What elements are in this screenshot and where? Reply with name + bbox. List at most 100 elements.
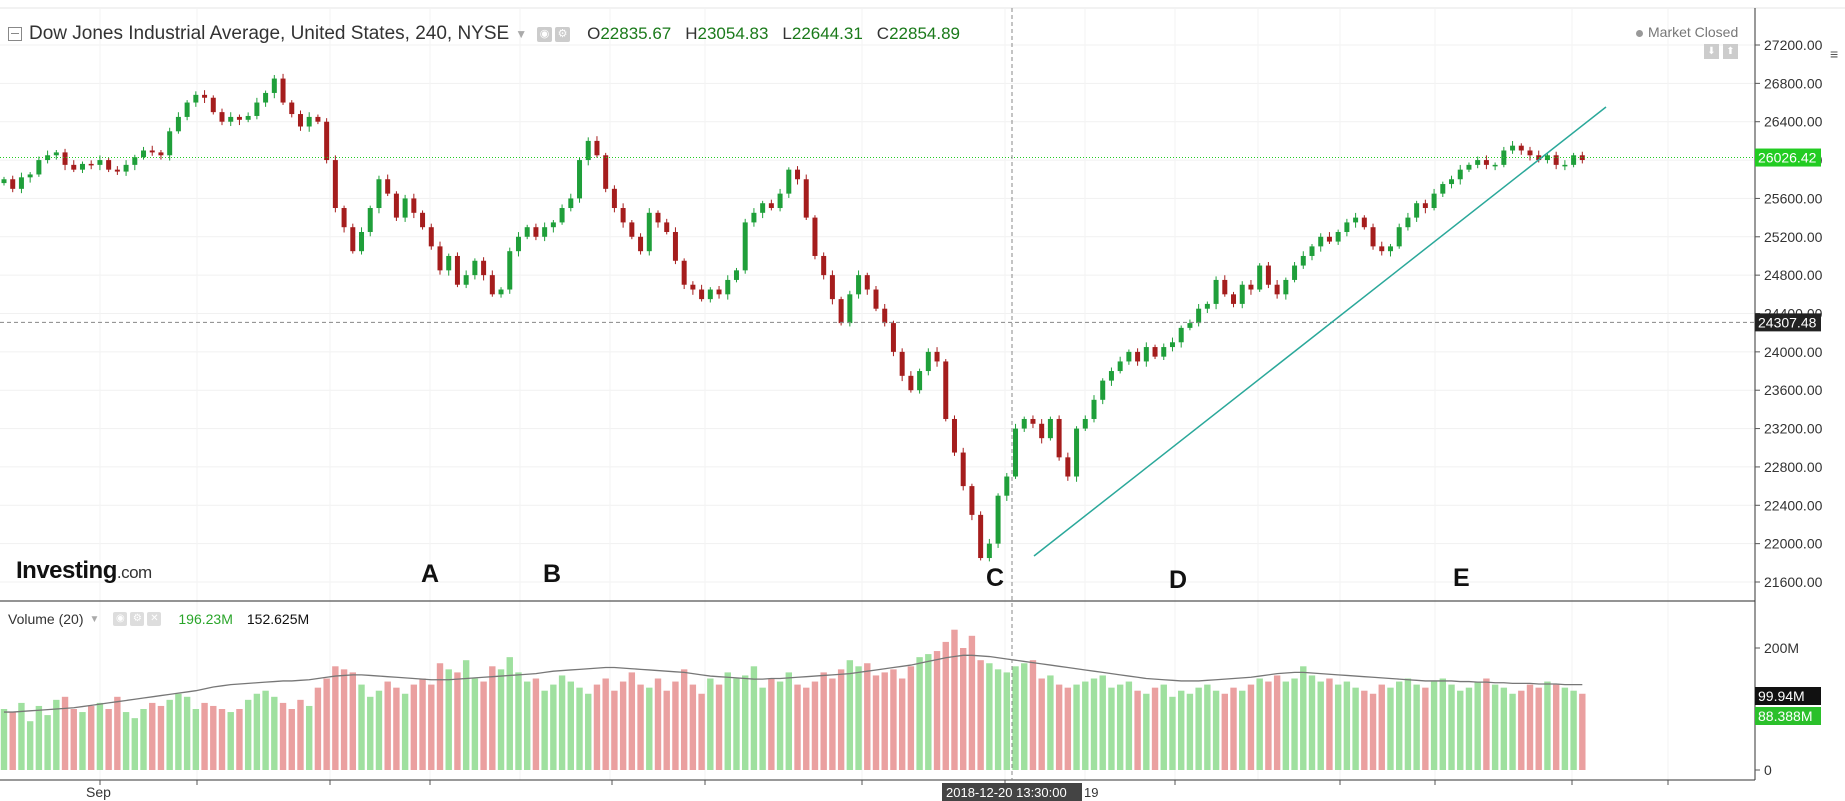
volume-bar	[855, 666, 862, 770]
candle-body	[1518, 145, 1524, 151]
volume-bar	[820, 672, 827, 770]
volume-bar	[1273, 675, 1281, 770]
volume-bar	[1064, 687, 1072, 770]
volume-bar	[70, 709, 77, 770]
candle-body	[489, 275, 495, 295]
gear-icon[interactable]: ⚙	[555, 26, 571, 42]
candle-body	[341, 208, 347, 228]
volume-bar	[1090, 678, 1098, 770]
price-tick-label: 24000.00	[1764, 344, 1823, 360]
volume-ma-value: 152.625M	[246, 611, 310, 627]
candle-body	[472, 260, 478, 276]
trend-line[interactable]	[1033, 106, 1607, 557]
candle-body	[585, 140, 591, 161]
candle-body	[245, 115, 251, 120]
volume-bar	[297, 699, 304, 770]
volume-bar	[1239, 690, 1246, 770]
candle-body	[716, 289, 722, 295]
candle-body	[812, 217, 818, 256]
eye-icon[interactable]: ◉	[537, 26, 553, 42]
candle-body	[280, 78, 286, 103]
volume-bar	[271, 696, 278, 770]
candle-body	[1292, 265, 1298, 280]
volume-bar	[358, 684, 365, 770]
candle-body	[1030, 418, 1036, 424]
volume-bar	[506, 657, 513, 770]
candle-body	[978, 514, 984, 559]
candle-body	[742, 222, 748, 271]
arrow-up-icon[interactable]: ⬆	[1723, 44, 1738, 59]
candle-body	[228, 116, 234, 122]
candle-body	[1204, 303, 1210, 309]
candle-body	[1274, 284, 1280, 295]
candle-body	[960, 452, 966, 487]
volume-bar	[1291, 678, 1298, 770]
instrument-title: Dow Jones Industrial Average, United Sta…	[29, 23, 510, 44]
candle-body	[1318, 236, 1324, 247]
volume-bar	[288, 709, 295, 770]
volume-bar	[811, 681, 819, 770]
candle-body	[873, 289, 879, 309]
candle-body	[1126, 351, 1132, 362]
candle-body	[908, 375, 914, 391]
volume-bar	[916, 657, 923, 770]
candle-body	[1335, 231, 1341, 242]
volume-bar	[994, 669, 1002, 770]
arrow-down-icon[interactable]: ⬇	[1704, 44, 1719, 59]
candle-body	[53, 152, 59, 156]
candle-body	[524, 227, 530, 237]
price-tick-label: 25600.00	[1764, 190, 1823, 206]
candle-body	[376, 179, 382, 209]
price-tick-label: 25200.00	[1764, 229, 1823, 245]
candle-body	[1562, 164, 1568, 167]
volume-bar	[419, 678, 426, 770]
candle-body	[1396, 227, 1402, 247]
candle-body	[1135, 351, 1141, 362]
current-price-tag	[1755, 148, 1821, 167]
menu-icon[interactable]: ≡	[1830, 46, 1839, 62]
volume-bar	[986, 663, 993, 770]
volume-bar	[1509, 693, 1516, 770]
volume-bar	[1483, 678, 1490, 770]
candle-body	[995, 495, 1001, 544]
crosshair-time-label: 2018-12-20 13:30:00	[946, 785, 1067, 800]
collapse-icon[interactable]	[8, 27, 22, 41]
candle-body	[1, 179, 7, 184]
candle-body	[184, 102, 190, 117]
volume-bar	[1352, 687, 1359, 770]
candle-body	[437, 246, 443, 271]
volume-tag-label: 88.388M	[1758, 708, 1812, 724]
gear-icon[interactable]: ⚙	[130, 612, 145, 626]
candle-body	[1422, 203, 1428, 209]
chevron-down-icon[interactable]: ▼	[515, 27, 528, 41]
candle-body	[943, 361, 949, 419]
ohlc-close: C22854.89	[876, 24, 960, 43]
volume-title: Volume (20)	[8, 611, 84, 627]
candle-body	[132, 157, 138, 165]
candle-body	[1257, 265, 1263, 290]
volume-bar	[1570, 690, 1577, 770]
volume-bar	[218, 709, 226, 770]
candle-body	[1169, 342, 1175, 348]
candle-body	[629, 222, 635, 237]
volume-bar	[960, 648, 967, 770]
price-tick-label: 26800.00	[1764, 75, 1823, 91]
chevron-down-icon[interactable]: ▼	[89, 613, 100, 625]
close-icon[interactable]: ✕	[147, 612, 162, 626]
candle-body	[106, 160, 112, 170]
candle-body	[1579, 155, 1585, 161]
candle-body	[1326, 236, 1332, 242]
volume-bar	[436, 663, 444, 770]
candle-body	[263, 92, 269, 103]
candle-body	[856, 275, 862, 295]
candle-body	[672, 231, 678, 261]
volume-bar	[1326, 678, 1333, 770]
volume-bar	[611, 690, 618, 770]
volume-bar	[707, 678, 714, 770]
candle-body	[1405, 217, 1411, 228]
eye-icon[interactable]: ◉	[113, 612, 128, 626]
volume-bar	[1500, 687, 1508, 770]
ohlc-open: O22835.67	[587, 24, 672, 43]
volume-bar	[9, 712, 16, 770]
